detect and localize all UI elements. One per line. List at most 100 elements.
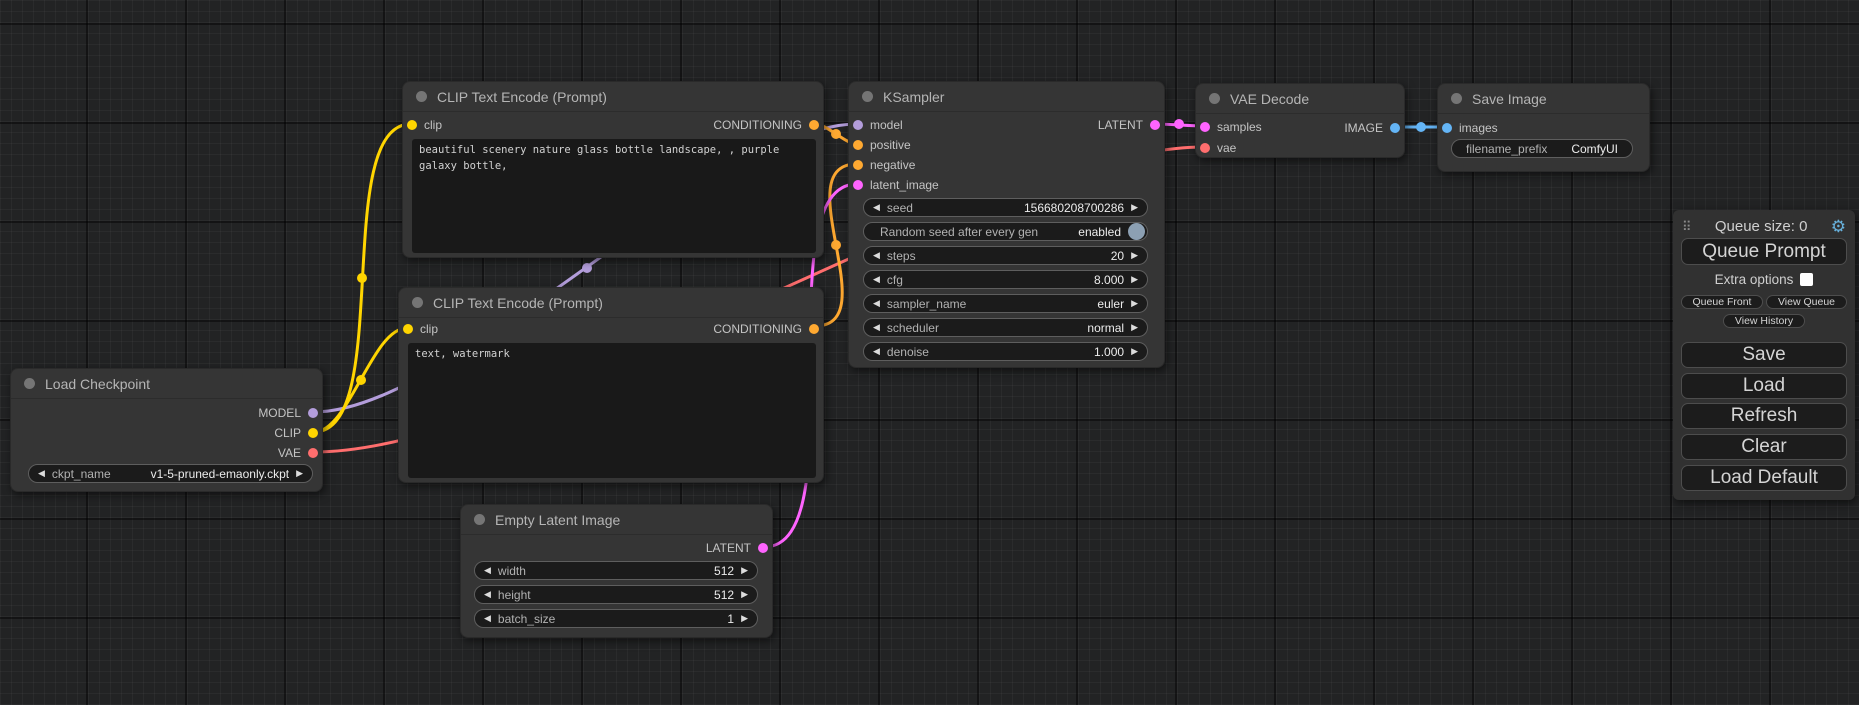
gear-icon[interactable]: ⚙: [1830, 216, 1846, 236]
load-default-button[interactable]: Load Default: [1681, 465, 1847, 491]
increment-arrow-icon[interactable]: ▶: [741, 565, 748, 575]
conditioning-port-dot[interactable]: [809, 324, 819, 334]
prompt-textarea[interactable]: text, watermark: [408, 343, 816, 478]
clip-port-dot[interactable]: [308, 428, 318, 438]
conditioning-port-dot[interactable]: [809, 120, 819, 130]
node-collapse-dot-icon[interactable]: [474, 514, 485, 525]
increment-arrow-icon[interactable]: ▶: [1131, 298, 1138, 308]
port-label: vae: [1217, 141, 1237, 155]
node-collapse-dot-icon[interactable]: [862, 91, 873, 102]
toggle-icon[interactable]: [1128, 223, 1145, 240]
width-widget[interactable]: ◀ width 512 ▶: [474, 561, 758, 580]
extra-options-checkbox[interactable]: [1800, 273, 1814, 286]
decrement-arrow-icon[interactable]: ◀: [873, 322, 880, 332]
queue-prompt-button[interactable]: Queue Prompt: [1681, 238, 1847, 265]
increment-arrow-icon[interactable]: ▶: [1131, 274, 1138, 284]
decrement-arrow-icon[interactable]: ◀: [873, 298, 880, 308]
link-dot-image: [1416, 122, 1426, 132]
image-port-dot[interactable]: [1442, 123, 1452, 133]
widget-label: Random seed after every gen: [880, 224, 1039, 239]
image-port-dot[interactable]: [1390, 123, 1400, 133]
increment-arrow-icon[interactable]: ▶: [296, 468, 303, 478]
steps-widget[interactable]: ◀ steps 20 ▶: [863, 246, 1148, 265]
node-title: CLIP Text Encode (Prompt): [433, 294, 603, 311]
drag-handle-icon[interactable]: ⠿: [1682, 218, 1692, 234]
increment-arrow-icon[interactable]: ▶: [1131, 250, 1138, 260]
node-title: Save Image: [1472, 90, 1547, 107]
decrement-arrow-icon[interactable]: ◀: [38, 468, 45, 478]
node-title-bar[interactable]: Empty Latent Image: [461, 505, 772, 535]
node-title-bar[interactable]: Save Image: [1438, 84, 1649, 114]
vae-port-dot[interactable]: [1200, 143, 1210, 153]
node-load-checkpoint[interactable]: Load Checkpoint MODEL CLIP VAE ◀ ckpt_na…: [10, 368, 323, 492]
conditioning-port-dot[interactable]: [853, 160, 863, 170]
node-collapse-dot-icon[interactable]: [1209, 93, 1220, 104]
decrement-arrow-icon[interactable]: ◀: [484, 613, 491, 623]
sampler-name-widget[interactable]: ◀ sampler_name euler ▶: [863, 294, 1148, 313]
view-history-button[interactable]: View History: [1723, 314, 1805, 328]
link-dot-model: [582, 263, 592, 273]
node-vae-decode[interactable]: VAE Decode samples vae IMAGE: [1195, 83, 1405, 158]
node-collapse-dot-icon[interactable]: [1451, 93, 1462, 104]
random-seed-widget[interactable]: Random seed after every gen enabled: [863, 222, 1148, 241]
decrement-arrow-icon[interactable]: ◀: [873, 250, 880, 260]
node-ksampler[interactable]: KSampler model positive negative latent_…: [848, 81, 1165, 368]
node-collapse-dot-icon[interactable]: [412, 297, 423, 308]
model-port-dot[interactable]: [308, 408, 318, 418]
increment-arrow-icon[interactable]: ▶: [1131, 202, 1138, 212]
decrement-arrow-icon[interactable]: ◀: [484, 589, 491, 599]
port-label: IMAGE: [1344, 121, 1383, 135]
conditioning-port-dot[interactable]: [853, 140, 863, 150]
node-collapse-dot-icon[interactable]: [24, 378, 35, 389]
scheduler-widget[interactable]: ◀ scheduler normal ▶: [863, 318, 1148, 337]
save-button[interactable]: Save: [1681, 342, 1847, 368]
widget-value: 156680208700286: [1023, 200, 1125, 215]
port-label: MODEL: [258, 406, 301, 420]
load-button[interactable]: Load: [1681, 373, 1847, 399]
decrement-arrow-icon[interactable]: ◀: [484, 565, 491, 575]
decrement-arrow-icon[interactable]: ◀: [873, 274, 880, 284]
seed-widget[interactable]: ◀ seed 156680208700286 ▶: [863, 198, 1148, 217]
prompt-textarea[interactable]: beautiful scenery nature glass bottle la…: [412, 139, 816, 253]
latent-port-dot[interactable]: [1200, 122, 1210, 132]
denoise-widget[interactable]: ◀ denoise 1.000 ▶: [863, 342, 1148, 361]
vae-port-dot[interactable]: [308, 448, 318, 458]
node-save-image[interactable]: Save Image images filename_prefix ComfyU…: [1437, 83, 1650, 172]
batch-size-widget[interactable]: ◀ batch_size 1 ▶: [474, 609, 758, 628]
node-collapse-dot-icon[interactable]: [416, 91, 427, 102]
node-title-bar[interactable]: CLIP Text Encode (Prompt): [399, 288, 823, 318]
decrement-arrow-icon[interactable]: ◀: [873, 202, 880, 212]
model-port-dot[interactable]: [853, 120, 863, 130]
filename-prefix-widget[interactable]: filename_prefix ComfyUI: [1451, 139, 1633, 158]
clear-button[interactable]: Clear: [1681, 434, 1847, 460]
cfg-widget[interactable]: ◀ cfg 8.000 ▶: [863, 270, 1148, 289]
clip-port-dot[interactable]: [403, 324, 413, 334]
increment-arrow-icon[interactable]: ▶: [1131, 346, 1138, 356]
node-title-bar[interactable]: Load Checkpoint: [11, 369, 322, 399]
node-clip-text-encode-positive[interactable]: CLIP Text Encode (Prompt) clip CONDITION…: [402, 81, 824, 258]
view-queue-button[interactable]: View Queue: [1766, 295, 1847, 309]
widget-label: denoise: [886, 344, 929, 359]
latent-port-dot[interactable]: [758, 543, 768, 553]
latent-port-dot[interactable]: [853, 180, 863, 190]
latent-port-dot[interactable]: [1150, 120, 1160, 130]
height-widget[interactable]: ◀ height 512 ▶: [474, 585, 758, 604]
node-title-bar[interactable]: VAE Decode: [1196, 84, 1404, 114]
node-clip-text-encode-negative[interactable]: CLIP Text Encode (Prompt) clip CONDITION…: [398, 287, 824, 483]
input-port-positive: positive: [853, 138, 911, 152]
clip-port-dot[interactable]: [407, 120, 417, 130]
queue-panel: ⠿ Queue size: 0 ⚙ Queue Prompt Extra opt…: [1673, 210, 1855, 500]
refresh-button[interactable]: Refresh: [1681, 403, 1847, 429]
node-title: CLIP Text Encode (Prompt): [437, 88, 607, 105]
decrement-arrow-icon[interactable]: ◀: [873, 346, 880, 356]
node-empty-latent-image[interactable]: Empty Latent Image LATENT ◀ width 512 ▶ …: [460, 504, 773, 638]
node-title-bar[interactable]: CLIP Text Encode (Prompt): [403, 82, 823, 112]
increment-arrow-icon[interactable]: ▶: [1131, 322, 1138, 332]
queue-front-button[interactable]: Queue Front: [1681, 295, 1763, 309]
output-port-image: IMAGE: [1344, 121, 1400, 135]
increment-arrow-icon[interactable]: ▶: [741, 589, 748, 599]
ckpt-name-widget[interactable]: ◀ ckpt_name v1-5-pruned-emaonly.ckpt ▶: [28, 464, 313, 483]
node-title-bar[interactable]: KSampler: [849, 82, 1164, 112]
increment-arrow-icon[interactable]: ▶: [741, 613, 748, 623]
